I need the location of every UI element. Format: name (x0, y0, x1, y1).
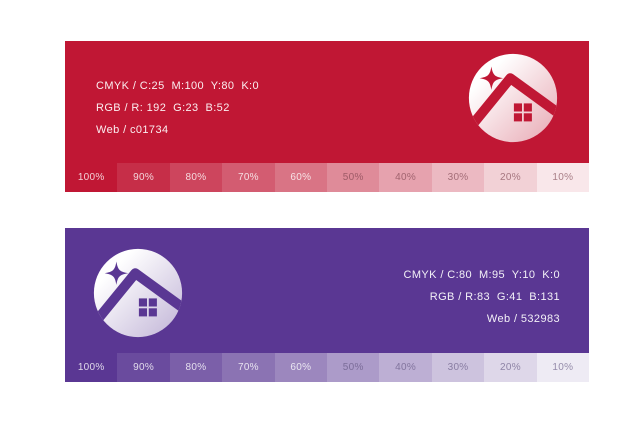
tint-cell-80: 80% (169, 163, 223, 192)
cmyk-value: CMYK / C:80 M:95 Y:10 K:0 (403, 269, 560, 281)
color-card-red: CMYK / C:25 M:100 Y:80 K:0 RGB / R: 192 … (65, 41, 590, 192)
tint-cell-30: 30% (431, 163, 485, 192)
rgb-value: RGB / R: 192 G:23 B:52 (96, 102, 230, 114)
tint-cell-30: 30% (431, 353, 485, 382)
color-card-purple: CMYK / C:80 M:95 Y:10 K:0 RGB / R:83 G:4… (65, 228, 590, 382)
roof-icon (93, 268, 183, 327)
web-value: Web / c01734 (96, 124, 169, 136)
color-swatch-area: CMYK / C:80 M:95 Y:10 K:0 RGB / R:83 G:4… (65, 228, 589, 353)
color-specs: CMYK / C:80 M:95 Y:10 K:0 RGB / R:83 G:4… (403, 264, 560, 330)
roof-icon (468, 73, 558, 132)
tint-cell-40: 40% (379, 163, 432, 192)
sparkle-diamond-icon (479, 66, 504, 90)
tint-cell-70: 70% (222, 353, 275, 382)
tint-cell-50: 50% (327, 163, 380, 192)
tint-cell-10: 10% (536, 353, 590, 382)
house-logo-icon (93, 248, 183, 338)
sparkle-diamond-icon (104, 261, 129, 285)
color-swatch-area: CMYK / C:25 M:100 Y:80 K:0 RGB / R: 192 … (65, 41, 589, 163)
cmyk-value: CMYK / C:25 M:100 Y:80 K:0 (96, 80, 260, 92)
tint-cell-20: 20% (484, 163, 537, 192)
tint-cell-50: 50% (327, 353, 380, 382)
tint-cell-60: 60% (274, 353, 328, 382)
tint-cell-60: 60% (274, 163, 328, 192)
house-logo-icon (468, 53, 558, 143)
tint-scale: 100% 90% 80% 70% 60% 50% 40% 30% 20% 10% (65, 163, 590, 192)
tint-scale: 100% 90% 80% 70% 60% 50% 40% 30% 20% 10% (65, 353, 590, 382)
tint-cell-100: 100% (65, 353, 118, 382)
web-value: Web / 532983 (486, 313, 560, 325)
rgb-value: RGB / R:83 G:41 B:131 (429, 291, 560, 303)
tint-cell-10: 10% (536, 163, 590, 192)
tint-cell-100: 100% (65, 163, 118, 192)
tint-cell-90: 90% (117, 163, 170, 192)
tint-cell-90: 90% (117, 353, 170, 382)
tint-cell-80: 80% (169, 353, 223, 382)
tint-cell-70: 70% (222, 163, 275, 192)
window-icon (513, 103, 532, 122)
tint-cell-40: 40% (379, 353, 432, 382)
color-specs: CMYK / C:25 M:100 Y:80 K:0 RGB / R: 192 … (96, 75, 259, 141)
window-icon (138, 298, 157, 317)
tint-cell-20: 20% (484, 353, 537, 382)
